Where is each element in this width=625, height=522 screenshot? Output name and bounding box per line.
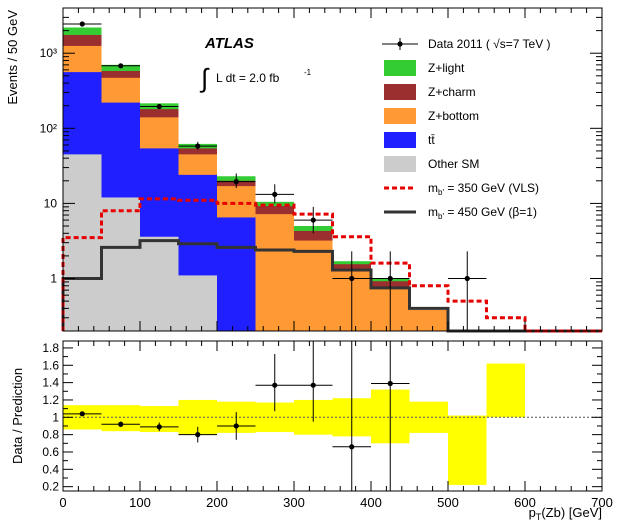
legend-swatch-zcharm [384,84,416,100]
legend-label-vls: mb' = 350 GeV (VLS) [428,181,539,197]
y-tick-label: 10² [40,121,57,135]
data-point [464,275,470,282]
step-line-vls [61,197,602,333]
legend-marker [397,41,403,47]
ratio-point [310,382,316,388]
x-tick-label: 600 [514,495,536,510]
ratio-point [387,380,393,387]
legend-label-sub: b' [438,188,444,197]
stack-bar-zbottom [255,214,294,331]
lumi-exponent: -1 [304,68,312,77]
legend-label-sub: b' [438,212,444,221]
ratio-y-tick-label: 0.6 [42,445,59,459]
ratio-point [118,421,124,427]
ratio-y-tick-label: 0.8 [42,428,59,442]
ratio-y-tick-label: 0.2 [42,480,59,494]
legend-label-data: Data 2011 ( √s=7 TeV ) [428,37,551,51]
stack-bar-ttbar [217,217,256,331]
experiment-label: ATLAS [204,35,254,52]
x-axis-label: pT(Zb) [GeV] [529,505,602,522]
ratio-point [233,423,239,429]
legend-label-ttbar: tt̄ [428,133,435,147]
main-plot-panel: 1 10 10² 10³ Events / 50 GeV ATLAS ∫ L dt = 2.0… [5,7,603,333]
legend-swatch-ttbar [384,132,416,148]
x-tick-label: 700 [591,495,613,510]
legend-label-other_sm: Other SM [428,157,479,171]
ratio-point [156,424,162,430]
ratio-y-tick-label: 1.8 [42,341,59,355]
ratio-point [272,382,278,388]
x-tick-label: 0 [59,495,66,510]
data-point [195,143,201,149]
ratio-y-tick-label: 0.4 [42,462,59,476]
legend-swatch-other_sm [384,156,416,172]
x-axis-label-rest: (Zb) [GeV] [541,505,602,520]
stack-bar-other_sm [178,275,217,331]
data-point [349,275,355,282]
ratio-y-tick-label: 1.2 [42,393,59,407]
legend-label-main: m [428,181,438,195]
main-frame [62,7,603,332]
data-point [272,191,278,197]
legend-label-rest: = 450 GeV (β=1) [444,205,537,219]
uncertainty-band [101,405,140,432]
x-axis-label-main: p [529,505,536,520]
integral-sign: ∫ [199,63,210,93]
x-axis-label-sub: T [536,512,542,522]
y-axis-label: Events / 50 GeV [5,10,20,105]
x-tick-label: 100 [129,495,151,510]
stack-bar-other_sm [63,154,102,331]
data-point [156,103,162,110]
data-point [118,63,124,69]
stack-bar-zbottom [294,240,333,331]
legend-swatch-zbottom [384,108,416,124]
stack-bar-other_sm [140,236,179,331]
ratio-y-tick-label: 1.6 [42,358,59,372]
data-point [233,179,239,185]
legend-label-main: m [428,205,438,219]
x-tick-label: 400 [360,495,382,510]
stack-bar-zbottom [409,310,448,331]
data-point [387,275,393,282]
ratio-y-axis-label: Data / Prediction [10,368,25,464]
legend-label-beta: mb' = 450 GeV (β=1) [428,205,537,221]
legend-label-zcharm: Z+charm [428,85,476,99]
x-tick-label: 500 [437,495,459,510]
y-tick-label: 10 [44,196,58,210]
x-tick-label: 200 [206,495,228,510]
legend-label-zbottom: Z+bottom [428,109,479,123]
ratio-point [195,432,201,438]
uncertainty-band [448,415,487,485]
data-point [79,21,85,27]
y-tick-label: 10³ [40,46,57,60]
y-tick-label: 1 [50,272,57,286]
ratio-y-tick-label: 1.4 [42,376,59,390]
legend-label-zlight: Z+light [428,61,465,75]
data-point [310,217,316,223]
x-tick-label: 300 [283,495,305,510]
ratio-frame [62,340,603,492]
ratio-point [349,444,355,450]
legend-label-rest: = 350 GeV (VLS) [444,181,539,195]
ratio-plot-panel: 0.2 0.4 0.6 0.8 1 1.2 1.4 1.6 1.8 0 100 200 300 400 50… [10,340,613,522]
legend-swatch-zlight [384,60,416,76]
ratio-y-tick-label: 1 [52,410,59,424]
ratio-point [79,411,85,417]
lumi-label: L dt = 2.0 fb [216,71,280,85]
stack-bar-other_sm [101,197,140,331]
uncertainty-band [486,363,525,418]
